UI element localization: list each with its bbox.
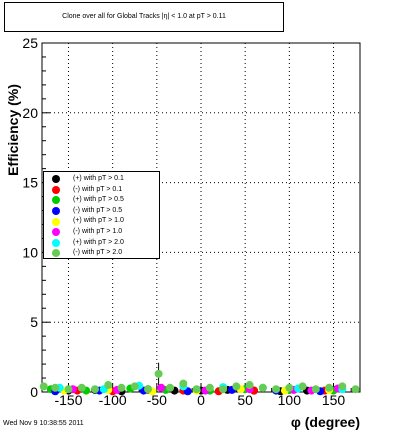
x-tick-label: 0 xyxy=(197,392,205,408)
legend-entry: (-) with pT > 0.1 xyxy=(48,185,159,196)
data-point xyxy=(77,383,86,392)
data-points xyxy=(39,362,360,396)
data-point xyxy=(192,385,201,394)
data-point xyxy=(51,383,60,392)
x-tick-label: -50 xyxy=(147,392,167,408)
y-tick-label: 10 xyxy=(22,244,38,260)
legend-label: (+) with pT > 1.0 xyxy=(73,217,124,225)
legend-entry: (+) with pT > 0.5 xyxy=(48,195,159,206)
data-point xyxy=(179,379,188,388)
y-tick-label: 0 xyxy=(30,384,38,400)
chart-title-overlay: |η| < 1.0 at pT > 0.11 xyxy=(161,13,226,20)
legend-label: (-) with pT > 0.1 xyxy=(73,185,123,193)
legend-marker xyxy=(52,238,60,247)
legend-entry: (+) with pT > 1.0 xyxy=(48,216,159,227)
data-point xyxy=(311,385,320,394)
timestamp-footer: Wed Nov 9 10:38:55 2011 xyxy=(3,420,84,427)
legend-entry: (+) with pT > 2.0 xyxy=(48,238,159,249)
y-tick-label: 15 xyxy=(22,175,38,191)
data-point xyxy=(205,383,214,392)
legend-marker xyxy=(52,207,60,216)
legend-entry: (+) with pT > 0.1 xyxy=(48,174,159,185)
legend-marker xyxy=(52,175,60,184)
data-point xyxy=(272,385,281,394)
data-point xyxy=(166,383,175,392)
x-tick-label: -100 xyxy=(99,392,127,408)
data-point xyxy=(285,383,294,392)
legend-entry: (-) with pT > 0.5 xyxy=(48,206,159,217)
data-point xyxy=(338,382,347,391)
legend-label: (+) with pT > 0.5 xyxy=(73,196,124,204)
y-tick-label: 5 xyxy=(30,314,38,330)
legend-marker xyxy=(52,196,60,205)
data-point xyxy=(91,385,99,394)
chart-title: Clone over all for Global Tracks xyxy=(62,13,160,20)
legend-marker xyxy=(52,217,60,226)
y-tick-label: 20 xyxy=(22,105,38,121)
legend-marker xyxy=(52,185,60,194)
data-point xyxy=(154,369,163,378)
data-point xyxy=(325,383,334,392)
data-point xyxy=(258,383,267,392)
tick-labels: -150 -100 -50 0 50 100 150 0 5 10 15 20 25 xyxy=(22,35,345,408)
data-point xyxy=(64,385,73,394)
data-point xyxy=(157,383,166,392)
data-point xyxy=(130,382,139,391)
y-tick-label: 25 xyxy=(22,35,38,51)
x-tick-label: 100 xyxy=(278,392,302,408)
data-point xyxy=(298,382,307,391)
x-tick-label: -150 xyxy=(54,392,82,408)
chart-title-box: Clone over all for Global Tracks |η| < 1… xyxy=(4,2,284,32)
x-axis-label: φ (degree) xyxy=(291,414,360,430)
data-point xyxy=(117,383,126,392)
legend-entry: (-) with pT > 2.0 xyxy=(48,248,159,259)
data-point xyxy=(232,382,241,391)
legend-marker xyxy=(52,249,60,258)
data-point xyxy=(351,385,360,394)
data-point xyxy=(245,381,254,390)
legend-marker xyxy=(52,228,60,237)
legend-label: (-) with pT > 2.0 xyxy=(73,249,123,257)
legend-label: (-) with pT > 1.0 xyxy=(73,227,123,235)
legend-label: (+) with pT > 2.0 xyxy=(73,238,124,246)
data-point xyxy=(219,385,228,394)
y-axis-label: Efficiency (%) xyxy=(5,84,21,176)
legend-label: (+) with pT > 0.1 xyxy=(73,175,124,182)
data-point xyxy=(104,381,113,390)
x-tick-label: 150 xyxy=(322,392,346,408)
data-point xyxy=(39,382,48,391)
data-point xyxy=(144,385,152,394)
legend-label: (-) with pT > 0.5 xyxy=(73,206,123,214)
legend: (+) with pT > 0.1 (-) with pT > 0.1 (+) wi… xyxy=(43,171,160,259)
x-tick-label: 50 xyxy=(237,392,253,408)
legend-entry: (-) with pT > 1.0 xyxy=(48,227,159,238)
